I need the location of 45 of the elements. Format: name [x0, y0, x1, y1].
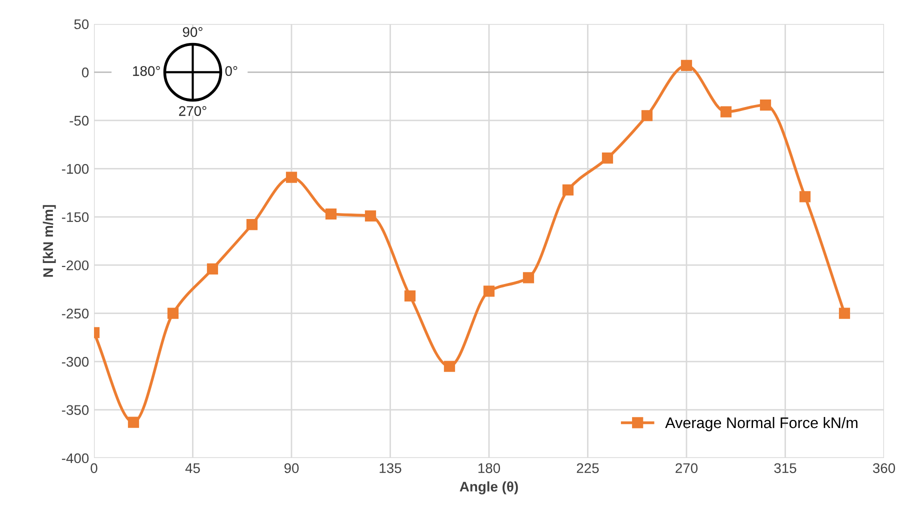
point [799, 191, 811, 202]
x-tick-label: 270 [676, 463, 698, 474]
point [128, 416, 140, 428]
point [325, 208, 337, 220]
y-tick-label: -250 [62, 308, 89, 319]
point [444, 360, 456, 372]
y-tick-label: -100 [62, 164, 89, 174]
x-tick-label: 135 [380, 463, 402, 474]
point [562, 184, 574, 196]
point [483, 286, 495, 297]
annotation: 0° [225, 66, 238, 76]
y-tick-label: -200 [62, 260, 89, 270]
y-tick-label: -50 [70, 116, 89, 126]
point [760, 99, 772, 111]
point [364, 210, 376, 222]
point [720, 106, 732, 118]
point [680, 60, 692, 72]
annotation: 90° [182, 27, 202, 37]
x-tick-label: 315 [774, 463, 796, 474]
x-tick-label: 360 [872, 463, 896, 474]
x-axis-title: Angle (θ) [460, 481, 518, 494]
point [206, 263, 218, 275]
point [602, 152, 614, 164]
annotation: 270° [179, 106, 206, 116]
point [404, 290, 416, 302]
x-tick-label: 180 [478, 463, 500, 474]
annotation: 180° [133, 66, 160, 76]
y-tick-label: -300 [62, 356, 89, 367]
y-tick-label: -350 [62, 405, 89, 415]
point [246, 219, 258, 230]
y-axis-title: N [kN m/m] [42, 205, 56, 277]
point [522, 272, 534, 284]
x-tick-label: 45 [185, 463, 200, 474]
y-tick-label: -400 [62, 453, 89, 464]
x-tick-label: 225 [576, 463, 599, 474]
point [641, 110, 653, 122]
y-tick-label: 0 [82, 68, 89, 78]
y-tick-label: 50 [74, 19, 89, 30]
point [838, 308, 850, 319]
y-tick-label: -150 [62, 212, 89, 222]
x-tick-label: 0 [90, 463, 98, 474]
point [167, 308, 179, 319]
legend-label: Average Normal Force kN/m [665, 416, 858, 432]
point [286, 172, 298, 183]
x-tick-label: 90 [284, 463, 299, 474]
